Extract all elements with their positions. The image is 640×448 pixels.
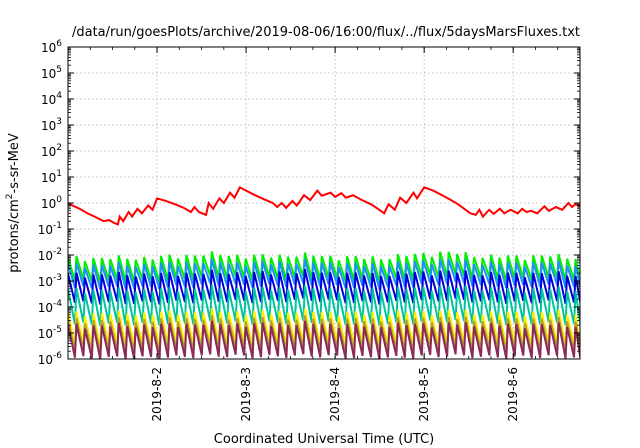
y-tick-label-exponent: 5	[56, 65, 62, 75]
series-line-1	[68, 186, 580, 226]
x-tick-label: 2019-8-3	[239, 367, 253, 421]
axes: 10-610-510-410-310-210-11001011021031041…	[38, 39, 581, 421]
y-tick-label-base: 10	[41, 41, 56, 55]
y-tick-label-exponent: 0	[56, 195, 62, 205]
y-tick-label: 10-3	[38, 273, 62, 289]
y-axis-label-sup: 2	[5, 193, 15, 199]
y-tick-label: 105	[41, 65, 62, 81]
y-tick-label: 10-4	[38, 299, 63, 315]
y-tick-label-exponent: -6	[53, 351, 62, 361]
y-axis-label-rest: -s-sr-MeV	[7, 133, 22, 193]
grid-lines	[68, 47, 580, 359]
x-tick-label: 2019-8-6	[506, 367, 520, 421]
y-tick-label-exponent: -2	[53, 247, 62, 257]
y-tick-label-exponent: -3	[53, 273, 62, 283]
y-tick-label-base: 10	[38, 249, 53, 263]
y-tick-label: 10-5	[38, 325, 62, 341]
y-tick-label-exponent: -4	[53, 299, 62, 309]
y-tick-label-base: 10	[41, 93, 56, 107]
y-tick-label-base: 10	[38, 327, 53, 341]
series-line-4	[68, 268, 580, 305]
y-tick-label-exponent: 4	[56, 91, 62, 101]
y-tick-label-base: 10	[41, 67, 56, 81]
y-tick-label: 104	[41, 91, 62, 107]
y-tick-label-exponent: 2	[56, 143, 62, 153]
y-tick-label-base: 10	[41, 119, 56, 133]
x-axis-label: Coordinated Universal Time (UTC)	[214, 432, 434, 447]
y-tick-label-base: 10	[41, 171, 56, 185]
x-tick-label: 2019-8-4	[328, 367, 342, 421]
y-tick-label-base: 10	[41, 197, 56, 211]
series-layer	[68, 186, 580, 359]
series-line-8	[68, 320, 580, 359]
y-axis-label-base: protons/cm	[7, 199, 22, 273]
y-tick-label: 10-6	[38, 351, 63, 367]
y-tick-label: 102	[41, 143, 62, 159]
chart-title: /data/run/goesPlots/archive/2019-08-06/1…	[72, 25, 580, 40]
y-tick-label-base: 10	[41, 145, 56, 159]
y-tick-label: 106	[41, 39, 62, 55]
series-line-5	[68, 285, 580, 327]
y-tick-label-exponent: -5	[53, 325, 62, 335]
y-tick-label-exponent: 3	[56, 117, 62, 127]
y-tick-label-base: 10	[38, 353, 53, 367]
y-tick-label: 103	[41, 117, 62, 133]
y-tick-label: 100	[41, 195, 62, 211]
x-tick-label: 2019-8-2	[150, 367, 164, 421]
y-tick-label-exponent: 1	[56, 169, 62, 179]
y-tick-label-base: 10	[38, 223, 53, 237]
y-tick-label-exponent: 6	[56, 39, 62, 49]
y-tick-label-base: 10	[38, 275, 53, 289]
y-tick-label: 101	[41, 169, 62, 185]
x-tick-label: 2019-8-5	[417, 367, 431, 421]
y-tick-label: 10-1	[38, 221, 62, 237]
y-tick-label-base: 10	[38, 301, 53, 315]
y-axis-label: protons/cm2-s-sr-MeV	[5, 133, 22, 273]
y-tick-label-exponent: -1	[53, 221, 62, 231]
y-tick-label: 10-2	[38, 247, 62, 263]
